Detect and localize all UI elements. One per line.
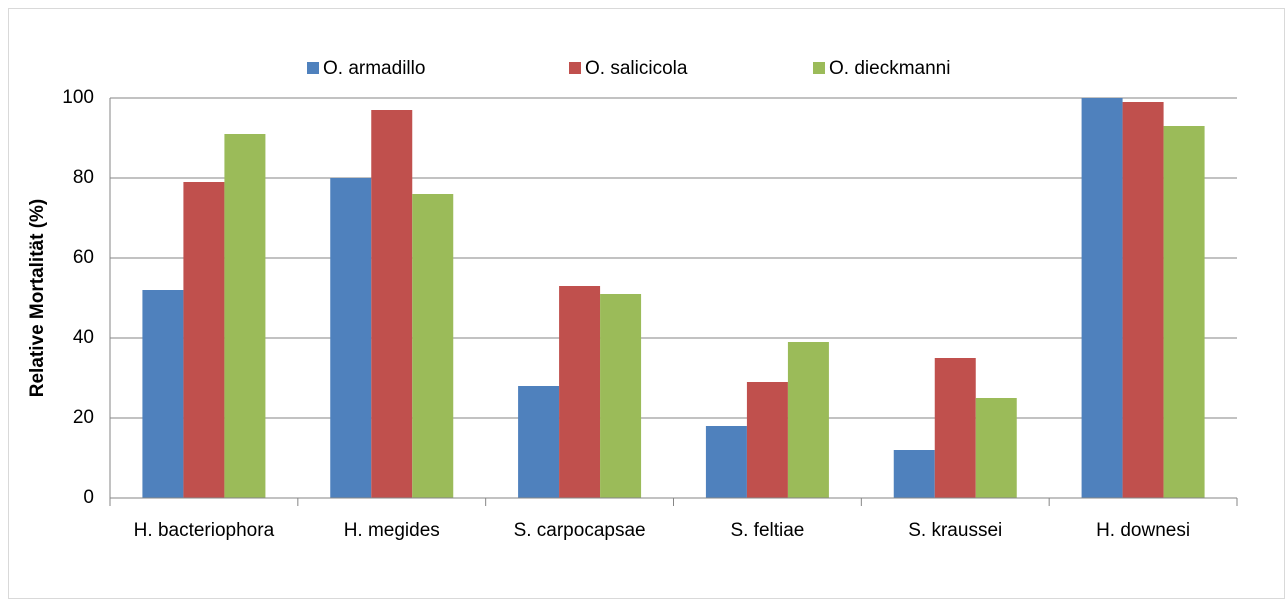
bar bbox=[518, 386, 560, 498]
y-axis-label: Relative Mortalität (%) bbox=[27, 199, 48, 397]
bar bbox=[787, 342, 829, 498]
y-tick-label: 20 bbox=[73, 407, 94, 428]
x-tick-label: S. carpocapsae bbox=[514, 520, 646, 541]
bar bbox=[183, 182, 225, 498]
bar bbox=[371, 110, 413, 498]
bar bbox=[559, 286, 601, 498]
y-tick-label: 60 bbox=[73, 247, 94, 268]
y-tick-label: 80 bbox=[73, 167, 94, 188]
bar bbox=[600, 294, 642, 498]
legend-label: O. armadillo bbox=[323, 58, 425, 79]
x-tick-label: H. megides bbox=[344, 520, 440, 541]
x-tick-label: H. bacteriophora bbox=[134, 520, 275, 541]
legend-label: O. salicicola bbox=[585, 58, 688, 79]
y-tick-label: 100 bbox=[62, 87, 94, 108]
legend-swatch bbox=[813, 62, 825, 74]
x-tick-label: S. feltiae bbox=[730, 520, 804, 541]
bar bbox=[746, 382, 788, 498]
bar bbox=[975, 398, 1017, 498]
bar bbox=[330, 178, 372, 498]
x-tick-label: S. kraussei bbox=[908, 520, 1002, 541]
legend-swatch bbox=[569, 62, 581, 74]
x-tick-label: H. downesi bbox=[1096, 520, 1190, 541]
bar bbox=[1163, 126, 1205, 498]
bar bbox=[705, 426, 747, 498]
legend-swatch bbox=[307, 62, 319, 74]
bar bbox=[412, 194, 454, 498]
legend-label: O. dieckmanni bbox=[829, 58, 950, 79]
bar bbox=[142, 290, 184, 498]
y-tick-label: 0 bbox=[83, 487, 94, 508]
bar bbox=[1081, 98, 1123, 498]
bar bbox=[1122, 102, 1164, 498]
bar bbox=[893, 450, 935, 498]
bar bbox=[224, 134, 266, 498]
y-tick-label: 40 bbox=[73, 327, 94, 348]
bar bbox=[934, 358, 976, 498]
